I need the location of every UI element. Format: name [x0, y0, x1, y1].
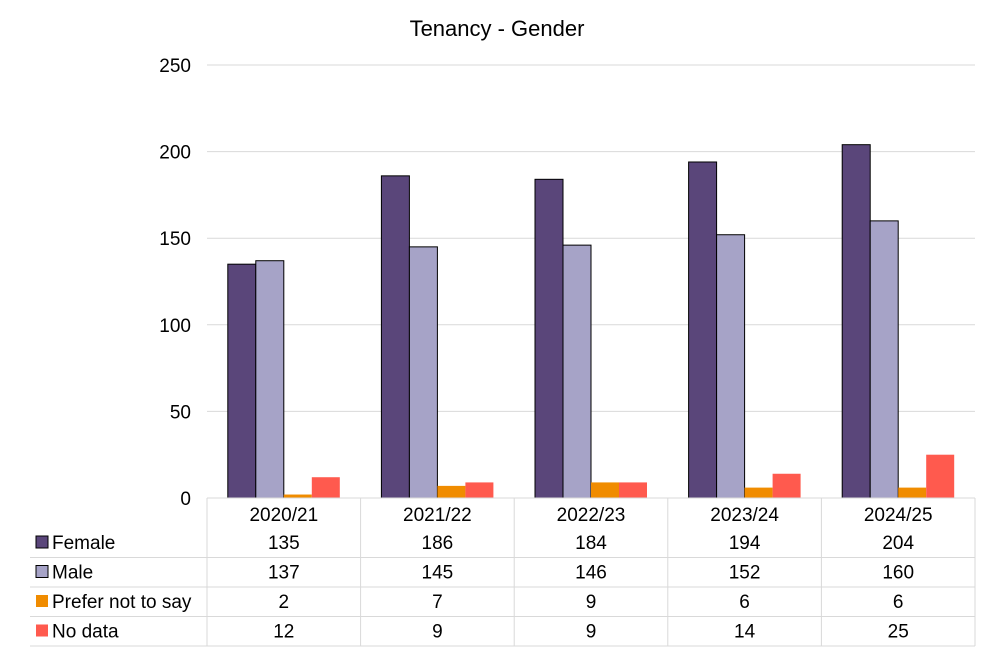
table-cell: 160 [882, 563, 914, 584]
legend-swatch [35, 535, 49, 549]
table-cell: 7 [432, 592, 443, 613]
legend-label: Male [52, 563, 93, 584]
table-cell: 152 [729, 563, 761, 584]
y-tick-label: 200 [159, 143, 191, 164]
table-cell: 9 [432, 622, 443, 643]
table-cell: 2 [279, 592, 290, 613]
bar-prefer-not-to-say-2020-21 [283, 494, 312, 498]
y-axis: 0 50 100 150 200 250 [159, 56, 191, 510]
legend-swatch [35, 565, 49, 578]
bar-female-2021-22 [380, 175, 410, 499]
table-cell: 186 [422, 533, 454, 554]
y-tick-label: 0 [180, 489, 191, 510]
x-axis: 2020/21 2021/22 2022/23 2023/24 2024/25 [207, 497, 975, 526]
table-cell: 9 [586, 622, 597, 643]
legend-swatch [36, 624, 48, 637]
legend-label: No data [52, 622, 119, 643]
bar-no-data-2020-21 [311, 477, 340, 498]
x-tick-label: 2020/21 [249, 505, 318, 526]
bar-female-2024-25 [841, 144, 871, 499]
table-cell: 137 [268, 563, 300, 584]
bar-female-2020-21 [227, 263, 257, 499]
bar-male-2023-24 [716, 234, 746, 499]
legend-label: Female [52, 533, 115, 554]
y-tick-label: 150 [159, 229, 191, 250]
x-tick-label: 2023/24 [710, 505, 779, 526]
bar-prefer-not-to-say-2023-24 [744, 487, 773, 498]
y-tick-label: 100 [159, 316, 191, 337]
bar-prefer-not-to-say-2021-22 [437, 485, 466, 498]
table-cell: 25 [888, 622, 909, 643]
bar-male-2022-23 [562, 244, 592, 499]
table-cell: 194 [729, 533, 761, 554]
legend-swatch [36, 595, 48, 607]
bar-no-data-2023-24 [772, 473, 801, 498]
bar-female-2022-23 [534, 178, 564, 499]
bar-no-data-2021-22 [465, 482, 494, 498]
table-cell: 146 [575, 563, 607, 584]
bar-male-2020-21 [255, 260, 285, 499]
x-tick-label: 2022/23 [557, 505, 626, 526]
bars [227, 144, 955, 499]
x-tick-label: 2021/22 [403, 505, 472, 526]
bar-no-data-2024-25 [926, 454, 955, 498]
y-tick-label: 50 [170, 402, 191, 423]
table-cell: 6 [739, 592, 750, 613]
y-tick-label: 250 [159, 56, 191, 77]
table-cell: 6 [893, 592, 904, 613]
table-cell: 12 [273, 622, 294, 643]
bar-prefer-not-to-say-2024-25 [898, 487, 927, 498]
table-cell: 14 [734, 622, 756, 643]
bar-male-2024-25 [869, 220, 899, 499]
chart-title: Tenancy - Gender [410, 16, 585, 41]
bar-prefer-not-to-say-2022-23 [591, 482, 619, 498]
table-cell: 9 [586, 592, 597, 613]
table-cell: 204 [882, 533, 914, 554]
bar-no-data-2022-23 [619, 482, 647, 498]
bar-female-2023-24 [688, 161, 718, 499]
x-tick-label: 2024/25 [864, 505, 933, 526]
table-cell: 145 [422, 563, 454, 584]
table-cell: 135 [268, 533, 300, 554]
bar-male-2021-22 [408, 246, 438, 499]
legend-label: Prefer not to say [52, 592, 192, 613]
table-cell: 184 [575, 533, 607, 554]
